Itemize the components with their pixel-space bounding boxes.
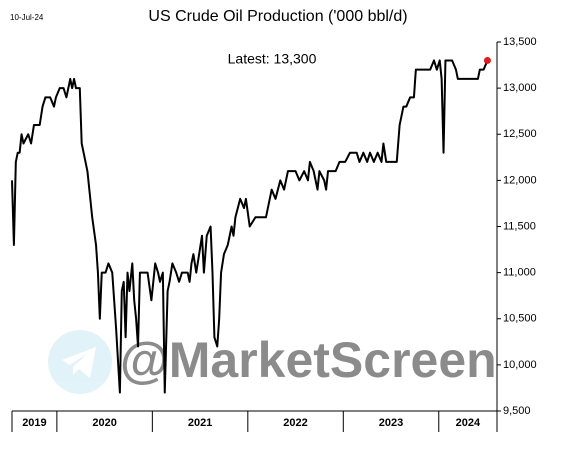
line: [11, 59, 489, 394]
annotation: Latest: 13,300: [228, 51, 317, 67]
y-tick-label: 13,500: [503, 36, 537, 48]
y-tick-label: 12,000: [503, 174, 537, 186]
y-tick-label: 13,000: [503, 82, 537, 94]
x-tick-label: 2021: [188, 417, 212, 429]
y-tick-label: 10,500: [503, 313, 537, 325]
y-tick-label: 9,500: [503, 405, 531, 417]
date-label: 10-Jul-24: [10, 13, 44, 22]
y-tick-label: 10,000: [503, 359, 537, 371]
watermark-icon: [48, 330, 112, 394]
x-tick-label: 2024: [456, 417, 481, 429]
chart-title: US Crude Oil Production ('000 bbl/d): [148, 8, 407, 25]
watermark: @MarketScreen: [120, 332, 497, 388]
x-tick-label: 2023: [379, 417, 403, 429]
latest-point: [483, 56, 491, 64]
x-tick-label: 2019: [22, 417, 46, 429]
y-tick-label: 12,500: [503, 128, 537, 140]
x-tick-label: 2022: [283, 417, 307, 429]
y-tick-label: 11,000: [503, 267, 536, 279]
y-tick-label: 11,500: [503, 220, 536, 232]
x-tick-label: 2020: [92, 417, 116, 429]
